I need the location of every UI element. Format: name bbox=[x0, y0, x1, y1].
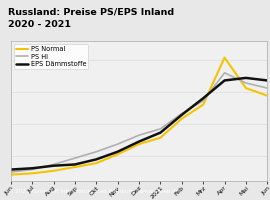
PS HI bbox=[31, 168, 34, 171]
PS Normal bbox=[201, 103, 205, 106]
Legend: PS Normal, PS HI, EPS Dämmstoffe: PS Normal, PS HI, EPS Dämmstoffe bbox=[14, 44, 88, 69]
PS Normal bbox=[73, 166, 77, 168]
Text: © 2021 Kunststoff Information, Bad Homburg - www.kiweb.de: © 2021 Kunststoff Information, Bad Hombu… bbox=[8, 189, 179, 194]
Text: Russland: Preise PS/EPS Inland
2020 - 2021: Russland: Preise PS/EPS Inland 2020 - 20… bbox=[8, 8, 174, 29]
PS Normal bbox=[52, 170, 55, 172]
EPS Dämmstoffe bbox=[137, 140, 141, 143]
PS HI bbox=[52, 163, 55, 166]
Line: EPS Dämmstoffe: EPS Dämmstoffe bbox=[11, 78, 267, 170]
EPS Dämmstoffe bbox=[244, 77, 248, 79]
PS HI bbox=[180, 112, 183, 115]
EPS Dämmstoffe bbox=[52, 165, 55, 167]
PS Normal bbox=[95, 162, 98, 164]
PS Normal bbox=[137, 143, 141, 145]
Line: PS HI: PS HI bbox=[11, 73, 267, 172]
EPS Dämmstoffe bbox=[95, 158, 98, 161]
PS HI bbox=[223, 72, 226, 74]
PS Normal bbox=[9, 173, 12, 176]
PS HI bbox=[159, 128, 162, 130]
EPS Dämmstoffe bbox=[266, 79, 269, 82]
PS HI bbox=[95, 151, 98, 153]
PS Normal bbox=[180, 117, 183, 120]
EPS Dämmstoffe bbox=[116, 151, 119, 153]
PS HI bbox=[9, 171, 12, 173]
PS HI bbox=[201, 100, 205, 102]
EPS Dämmstoffe bbox=[31, 167, 34, 169]
EPS Dämmstoffe bbox=[180, 114, 183, 116]
PS Normal bbox=[266, 95, 269, 97]
PS HI bbox=[116, 143, 119, 145]
EPS Dämmstoffe bbox=[201, 97, 205, 99]
PS HI bbox=[137, 134, 141, 136]
Line: PS Normal: PS Normal bbox=[11, 58, 267, 175]
PS HI bbox=[244, 82, 248, 84]
PS Normal bbox=[244, 87, 248, 89]
PS Normal bbox=[159, 137, 162, 139]
EPS Dämmstoffe bbox=[9, 168, 12, 171]
EPS Dämmstoffe bbox=[223, 79, 226, 82]
PS HI bbox=[266, 87, 269, 89]
EPS Dämmstoffe bbox=[73, 163, 77, 166]
PS Normal bbox=[223, 56, 226, 59]
PS Normal bbox=[31, 172, 34, 175]
EPS Dämmstoffe bbox=[159, 131, 162, 134]
PS HI bbox=[73, 157, 77, 159]
PS Normal bbox=[116, 153, 119, 155]
